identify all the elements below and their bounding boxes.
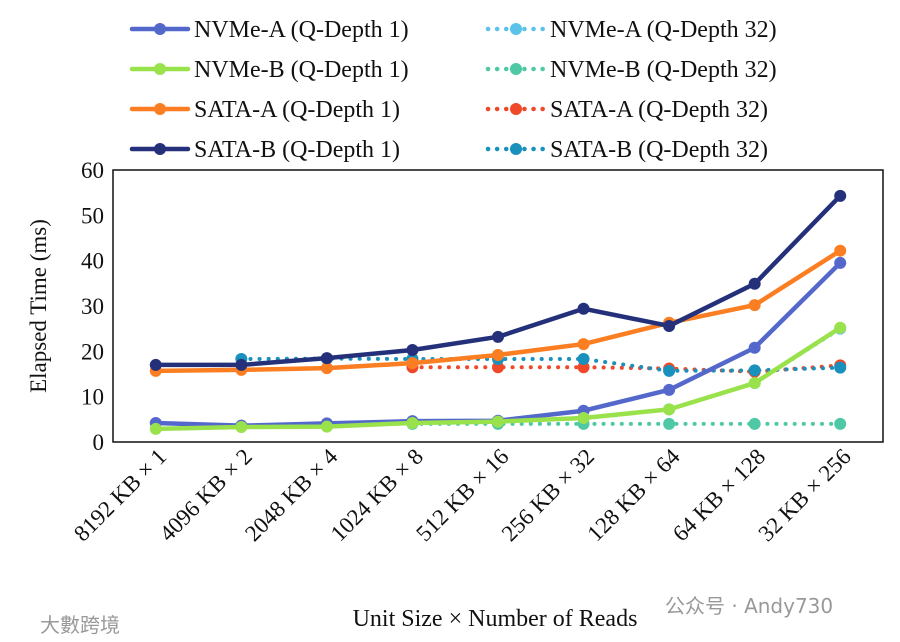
data-point bbox=[577, 302, 590, 315]
legend-marker bbox=[154, 143, 166, 155]
y-tick-label: 50 bbox=[81, 203, 104, 228]
legend-item: NVMe-A (Q-Depth 1) bbox=[129, 17, 409, 43]
data-point bbox=[748, 364, 761, 377]
y-axis-label: Elapsed Time (ms) bbox=[26, 219, 51, 393]
legend-item: SATA-A (Q-Depth 1) bbox=[129, 97, 400, 123]
data-point bbox=[492, 330, 504, 343]
legend-marker bbox=[154, 23, 166, 35]
data-point bbox=[577, 353, 590, 366]
data-point bbox=[834, 321, 847, 334]
y-tick-label: 0 bbox=[93, 430, 105, 455]
legend: NVMe-A (Q-Depth 1) NVMe-A (Q-Depth 32) NVM… bbox=[129, 17, 777, 163]
plot-area bbox=[112, 169, 884, 443]
data-point bbox=[577, 338, 590, 351]
data-point bbox=[406, 357, 419, 370]
data-point bbox=[320, 420, 333, 433]
data-point bbox=[235, 421, 248, 434]
y-tick-label: 10 bbox=[81, 385, 104, 410]
data-point bbox=[320, 362, 333, 375]
legend-marker bbox=[510, 103, 522, 115]
legend-label: NVMe-A (Q-Depth 1) bbox=[194, 17, 409, 43]
data-point bbox=[663, 403, 676, 416]
legend-marker bbox=[510, 63, 522, 75]
legend-label: NVMe-B (Q-Depth 1) bbox=[194, 57, 409, 83]
legend-label: NVMe-A (Q-Depth 32) bbox=[550, 17, 777, 43]
data-point bbox=[834, 256, 847, 269]
data-point bbox=[748, 299, 761, 312]
data-point bbox=[748, 277, 761, 290]
y-tick-label: 60 bbox=[81, 158, 104, 183]
data-point bbox=[149, 358, 162, 371]
data-point bbox=[406, 343, 419, 356]
y-tick-label: 30 bbox=[81, 294, 104, 319]
x-axis-label: Unit Size × Number of Reads bbox=[353, 606, 638, 632]
data-point bbox=[748, 377, 761, 390]
data-point bbox=[492, 348, 504, 361]
legend-item: NVMe-A (Q-Depth 32) bbox=[485, 17, 777, 43]
data-point bbox=[492, 415, 504, 428]
legend-item: NVMe-B (Q-Depth 1) bbox=[129, 57, 409, 83]
legend-label: NVMe-B (Q-Depth 32) bbox=[550, 57, 777, 83]
data-point bbox=[663, 319, 676, 332]
legend-item: SATA-B (Q-Depth 32) bbox=[485, 137, 768, 163]
data-point bbox=[834, 189, 847, 202]
legend-label: SATA-A (Q-Depth 1) bbox=[194, 97, 400, 123]
legend-label: SATA-B (Q-Depth 1) bbox=[194, 137, 400, 163]
legend-marker bbox=[510, 143, 522, 155]
legend-item: SATA-B (Q-Depth 1) bbox=[129, 137, 400, 163]
watermark-left: 大數跨境 bbox=[40, 613, 120, 637]
x-tick-label: 32 KB × 256 bbox=[753, 444, 855, 546]
data-point bbox=[406, 416, 419, 429]
data-point bbox=[834, 244, 847, 257]
series-lines bbox=[149, 189, 847, 435]
legend-item: NVMe-B (Q-Depth 32) bbox=[485, 57, 777, 83]
legend-label: SATA-A (Q-Depth 32) bbox=[550, 97, 768, 123]
legend-marker bbox=[510, 23, 522, 35]
y-axis: 0 10 20 30 40 50 60 bbox=[81, 158, 104, 455]
data-point bbox=[834, 417, 847, 430]
data-point bbox=[577, 411, 590, 424]
data-point bbox=[748, 417, 761, 430]
legend-item: SATA-A (Q-Depth 32) bbox=[485, 97, 768, 123]
data-point bbox=[748, 341, 761, 354]
y-tick-label: 40 bbox=[81, 249, 104, 274]
data-point bbox=[149, 422, 162, 435]
data-point bbox=[320, 352, 333, 365]
watermark-right: 公众号 · Andy730 bbox=[665, 594, 833, 618]
data-point bbox=[834, 361, 847, 374]
data-point bbox=[235, 358, 248, 371]
legend-marker bbox=[154, 63, 166, 75]
legend-label: SATA-B (Q-Depth 32) bbox=[550, 137, 768, 163]
data-point bbox=[663, 364, 676, 377]
data-point bbox=[663, 383, 676, 396]
data-point bbox=[663, 417, 676, 430]
legend-marker bbox=[154, 103, 166, 115]
y-tick-label: 20 bbox=[81, 339, 104, 364]
